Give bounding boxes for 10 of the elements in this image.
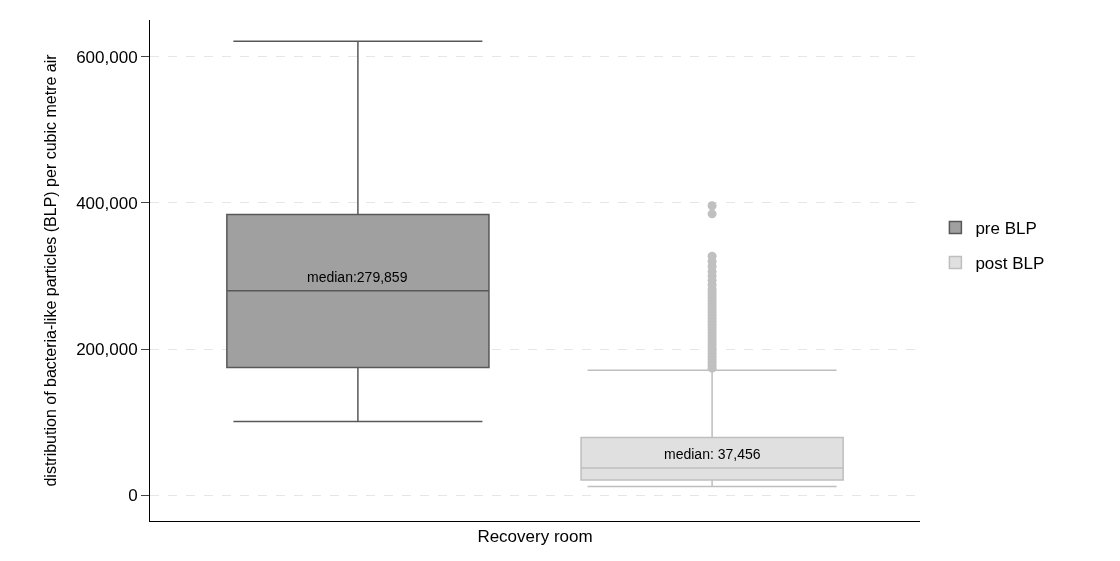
- legend-label: pre BLP: [975, 219, 1037, 239]
- y-tick-label: 200,000: [76, 340, 138, 360]
- legend-label: post BLP: [975, 254, 1045, 274]
- annotation: median: 37,456: [664, 446, 761, 462]
- annotation: median:279,859: [307, 269, 408, 285]
- y-axis-title: distribution of bacteria-like particles (BLP) per cubic metre air: [42, 53, 60, 487]
- y-tick-label: 400,000: [76, 193, 138, 213]
- y-tick-label: 600,000: [76, 47, 138, 67]
- y-tick-label: 0: [128, 486, 138, 506]
- x-tick-label: Recovery room: [477, 527, 593, 547]
